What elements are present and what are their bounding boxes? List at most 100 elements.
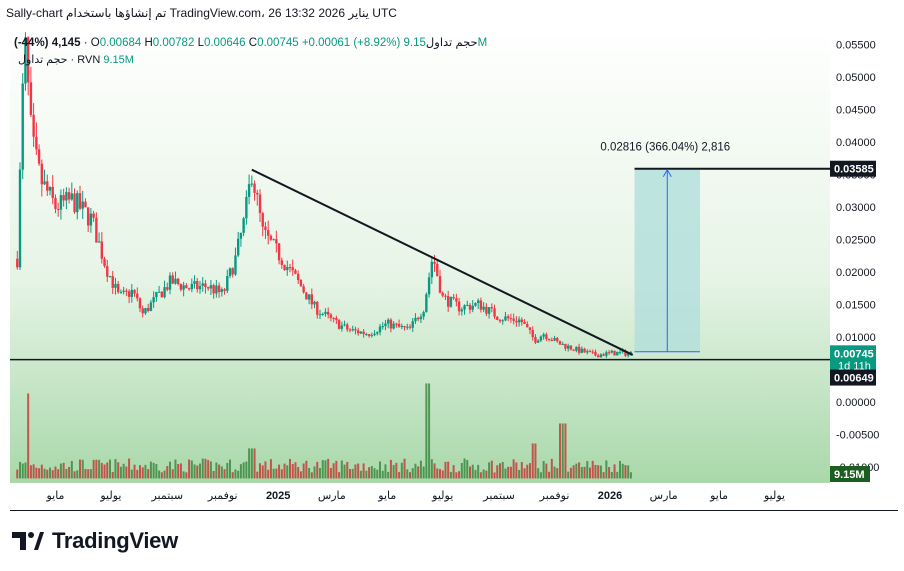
candle [146,303,150,313]
price-chart[interactable]: 0.02816 (366.04%) 2,816 [10,28,830,483]
volume-badge: 9.15M [834,469,865,481]
candle-body [534,337,537,343]
volume-bar [501,461,504,479]
candle [436,258,439,277]
candle-body [356,330,360,334]
volume-bar [114,459,117,479]
candle-body [324,311,327,315]
divider [10,510,898,511]
candle [575,346,578,353]
candle-body [275,239,278,244]
candle-body [463,305,466,310]
candle-body [490,307,494,309]
candle-body [95,217,98,243]
volume-bar [223,469,226,479]
target-price-badge: 0.03585 [834,164,874,176]
candle-body [343,324,346,326]
volume-bar [365,470,368,479]
volume-bar [419,460,422,479]
candle-body [157,291,161,293]
candle [406,323,409,330]
candle [526,321,529,328]
candle-body [419,316,423,320]
candle-body [512,318,515,321]
candle [373,330,376,337]
candle [485,303,488,317]
candle [389,318,393,333]
volume-bar [190,460,193,479]
volume-bar [499,463,501,479]
volume-bar [220,466,223,479]
candle [602,352,605,357]
volume-bar [73,471,76,479]
candle [572,349,575,352]
candle [455,293,458,307]
volume-bar [70,460,73,479]
chart-pane[interactable]: 0.02816 (366.04%) 2,816 [10,28,830,483]
volume-bar [338,472,341,479]
candle [125,288,128,297]
candle-body [616,352,619,356]
volume-bar [605,460,608,479]
candle [490,303,494,313]
candle [95,212,98,243]
candle [84,198,87,208]
candle [296,270,300,285]
volume-bar [531,443,534,479]
volume-bar [550,458,553,479]
volume-bar [35,467,38,479]
candle-body [553,337,556,341]
candle-body [547,338,551,340]
volume-bar [619,460,621,479]
volume-bar [40,464,43,479]
overlays: 0.02816 (366.04%) 2,816 [10,142,830,361]
volume-bar [376,469,379,479]
volume-bar [406,469,409,479]
price-scale[interactable]: 0.055000.050000.045000.040000.035000.030… [830,28,898,483]
candle-body [119,292,123,294]
candle-body [286,267,289,271]
candle-body [504,316,507,321]
volume-bar [199,463,201,479]
legend-close: 0.00745 [257,37,299,49]
candle [51,175,54,205]
volume-bar [92,459,95,479]
candle [367,333,371,338]
volume-bar [149,461,152,479]
volume-bar [218,464,221,479]
candle-body [209,285,213,289]
candle [384,320,387,331]
volume-bar [586,461,589,479]
volume-bar [316,461,319,479]
volume-bar [212,470,215,479]
candle [122,286,125,295]
candle [43,169,46,186]
candle [40,159,44,197]
price-tick-label: 0.02500 [836,234,876,246]
volume-bar [245,461,248,479]
volume-bar [305,460,308,479]
candle-body [100,241,104,259]
candle-body [395,323,398,325]
candle [310,288,314,310]
candle-body [152,297,155,303]
candle-body [97,241,101,243]
time-scale[interactable]: مايو يوليو سبتمبر نوفمبر 2025 مارس مايو يوليو سب… [10,483,830,507]
candle [482,302,485,313]
candle-body [452,296,455,299]
volume-bar [515,462,518,479]
candle-body [479,300,483,310]
candle-body [558,341,562,345]
candle-body [70,193,74,200]
volume-bar [613,464,616,479]
volume-bar [29,465,32,479]
candle [92,210,95,222]
candle [198,280,202,294]
candle [430,256,434,285]
volume-bar [226,462,229,479]
candle-body [561,344,564,346]
volume-bar [259,463,261,479]
candle-body [250,183,254,185]
candle-body [403,326,406,328]
candle-body [414,317,417,322]
